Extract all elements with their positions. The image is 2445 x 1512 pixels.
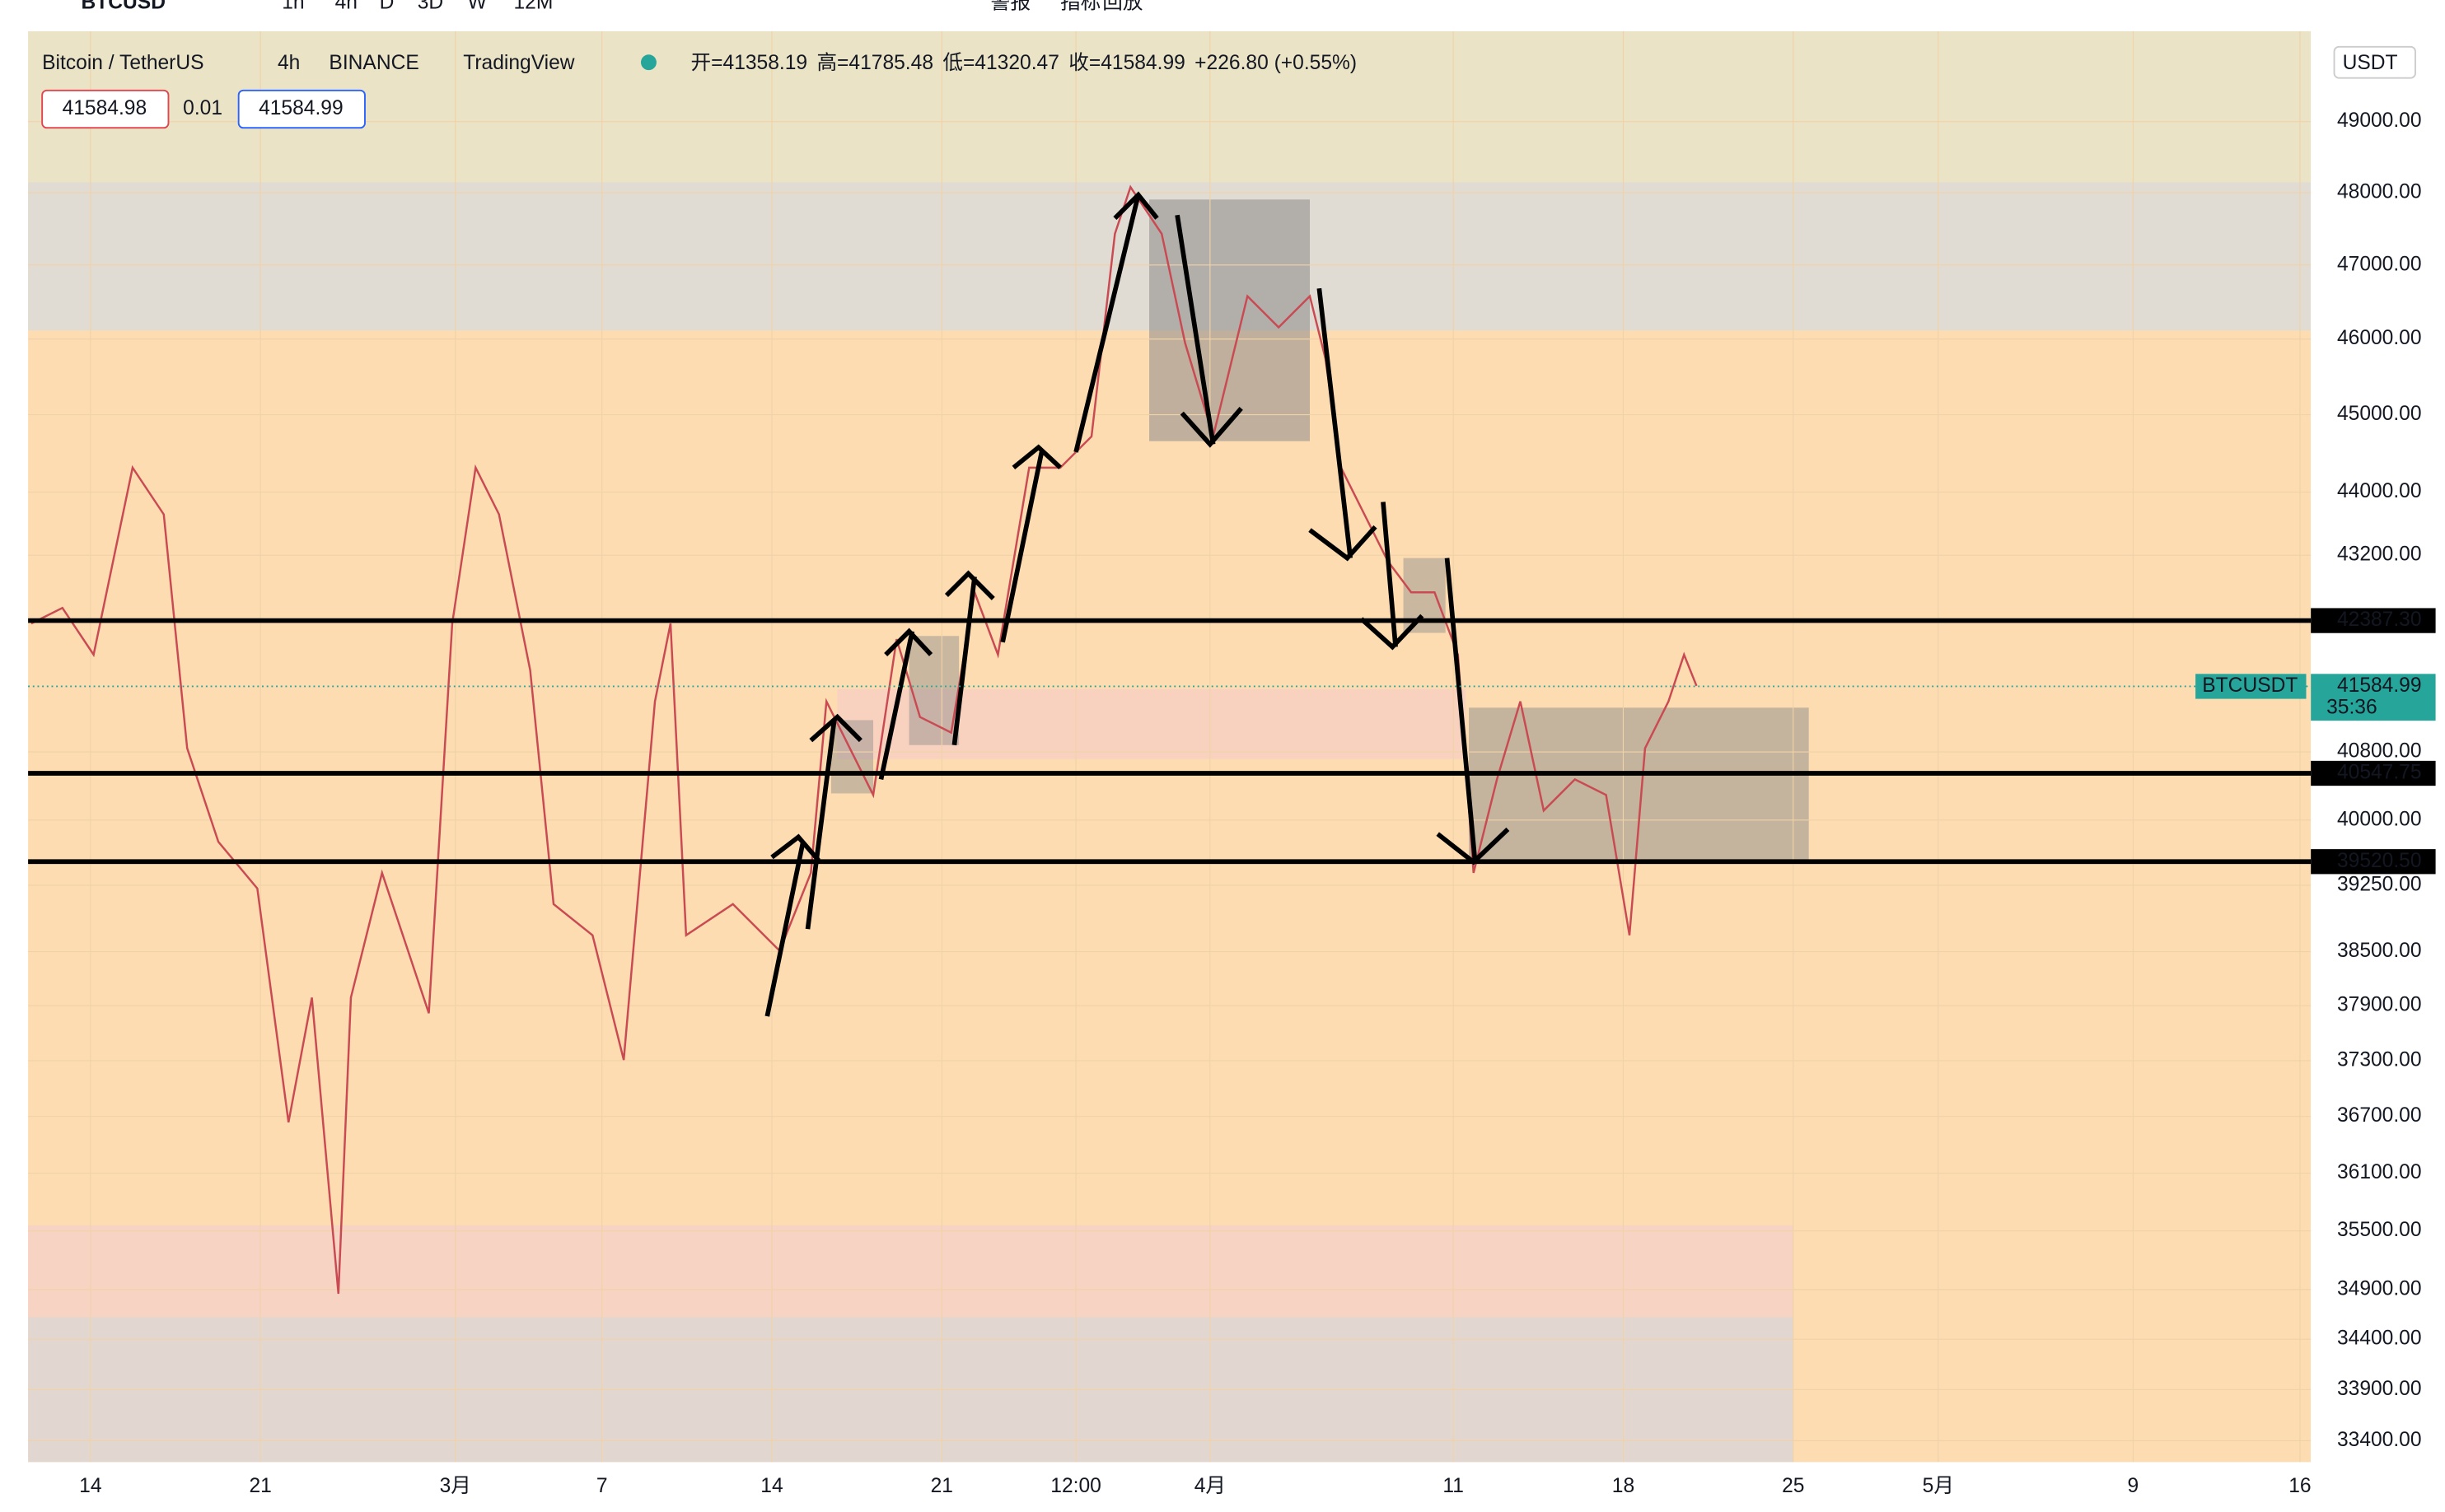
price-label: 36100.00: [2337, 1161, 2422, 1183]
ohlc: +226.80 (+0.55%): [1194, 52, 1357, 74]
time-label: 9: [2128, 1475, 2139, 1497]
level-label: 40547.75: [2337, 762, 2422, 784]
currency-box[interactable]: [2333, 45, 2416, 79]
price-label: 35500.00: [2337, 1219, 2422, 1241]
price-label: 36700.00: [2337, 1104, 2422, 1127]
exchange: BINANCE: [329, 52, 418, 74]
time-label: 21: [249, 1475, 271, 1497]
box: [1469, 707, 1809, 861]
price-label: 49000.00: [2337, 110, 2422, 132]
time-label: 12:00: [1050, 1475, 1101, 1497]
price-label: 34900.00: [2337, 1277, 2422, 1300]
level-tag: [2311, 608, 2436, 633]
interval-button[interactable]: D: [380, 0, 395, 13]
time-label: 3月: [440, 1475, 471, 1497]
buy[interactable]: 41584.99: [259, 97, 344, 119]
interval-button[interactable]: 4h: [335, 0, 358, 13]
countdown: 35:36: [2326, 696, 2377, 718]
symbol[interactable]: BTCUSD: [81, 0, 165, 13]
alert[interactable]: 警报: [990, 0, 1031, 13]
price-axis: [2311, 30, 2445, 1463]
level-label: 42387.30: [2337, 609, 2422, 631]
ohlc: 高=41785.48: [816, 51, 933, 74]
box: [1149, 199, 1310, 441]
level-tag: [2311, 760, 2436, 786]
toolbar: [0, 0, 2445, 31]
buy-box[interactable]: [237, 89, 366, 129]
grid: [28, 30, 2312, 1463]
interval-button[interactable]: W: [468, 0, 488, 13]
price-label: 37900.00: [2337, 994, 2422, 1016]
price-label: 47000.00: [2337, 253, 2422, 275]
sell[interactable]: 41584.98: [63, 97, 147, 119]
symbol-tag: [2195, 674, 2307, 699]
price-tag: [2311, 674, 2436, 721]
interval-button[interactable]: 12M: [513, 0, 553, 13]
price-label: 44000.00: [2337, 480, 2422, 502]
source: TradingView: [463, 52, 575, 74]
time-label: 11: [1442, 1475, 1464, 1497]
current-price: 41584.99: [2337, 674, 2422, 697]
box: [909, 636, 960, 745]
interval-button[interactable]: 1h: [282, 0, 304, 13]
time-label: 14: [79, 1475, 101, 1497]
price-label: 39250.00: [2337, 873, 2422, 895]
overlay: BTCUSD 指标 警报 回放 Bitcoin / TetherUS 4h BI…: [28, 0, 2436, 1497]
title: Bitcoin / TetherUS: [42, 52, 203, 74]
interval: 4h: [278, 52, 300, 74]
price-label: 40000.00: [2337, 808, 2422, 830]
time-label: 18: [1612, 1475, 1634, 1497]
sell-box[interactable]: [41, 89, 170, 129]
currency[interactable]: USDT: [2343, 52, 2398, 74]
price-label: 34400.00: [2337, 1328, 2422, 1350]
spread: 0.01: [183, 97, 222, 119]
status-dot: [640, 54, 657, 71]
ohlc: 开=41358.19: [691, 52, 808, 74]
time-label: 7: [596, 1475, 608, 1497]
price-label: 46000.00: [2337, 327, 2422, 349]
price-label: 37300.00: [2337, 1048, 2422, 1071]
price-label: 33400.00: [2337, 1429, 2422, 1451]
ohlc: 低=41320.47: [942, 51, 1059, 74]
time-label: 4月: [1194, 1475, 1226, 1497]
replay[interactable]: 回放: [1102, 0, 1143, 13]
price-label: 33900.00: [2337, 1378, 2422, 1400]
time-label: 25: [1782, 1475, 1804, 1497]
time-label: 14: [760, 1475, 783, 1497]
arrows: [764, 191, 1510, 1017]
zone: [28, 30, 2312, 183]
price-label: 43200.00: [2337, 544, 2422, 566]
level-tag: [2311, 849, 2436, 875]
price-label: 45000.00: [2337, 403, 2422, 425]
price-label: 38500.00: [2337, 940, 2422, 962]
time-label: 16: [2288, 1475, 2311, 1497]
zone: [28, 1225, 1793, 1318]
level-label: 39520.50: [2337, 850, 2422, 872]
time-label: 21: [931, 1475, 953, 1497]
time-axis: [0, 1462, 2445, 1512]
symbol-label: BTCUSDT: [2202, 674, 2298, 697]
price-label: 48000.00: [2337, 180, 2422, 203]
interval-button[interactable]: 3D: [418, 0, 443, 13]
time-label: 5月: [1923, 1475, 1954, 1497]
indicators[interactable]: 指标: [1060, 0, 1101, 13]
ohlc: 收=41584.99: [1068, 51, 1185, 74]
price-label: 40800.00: [2337, 740, 2422, 763]
